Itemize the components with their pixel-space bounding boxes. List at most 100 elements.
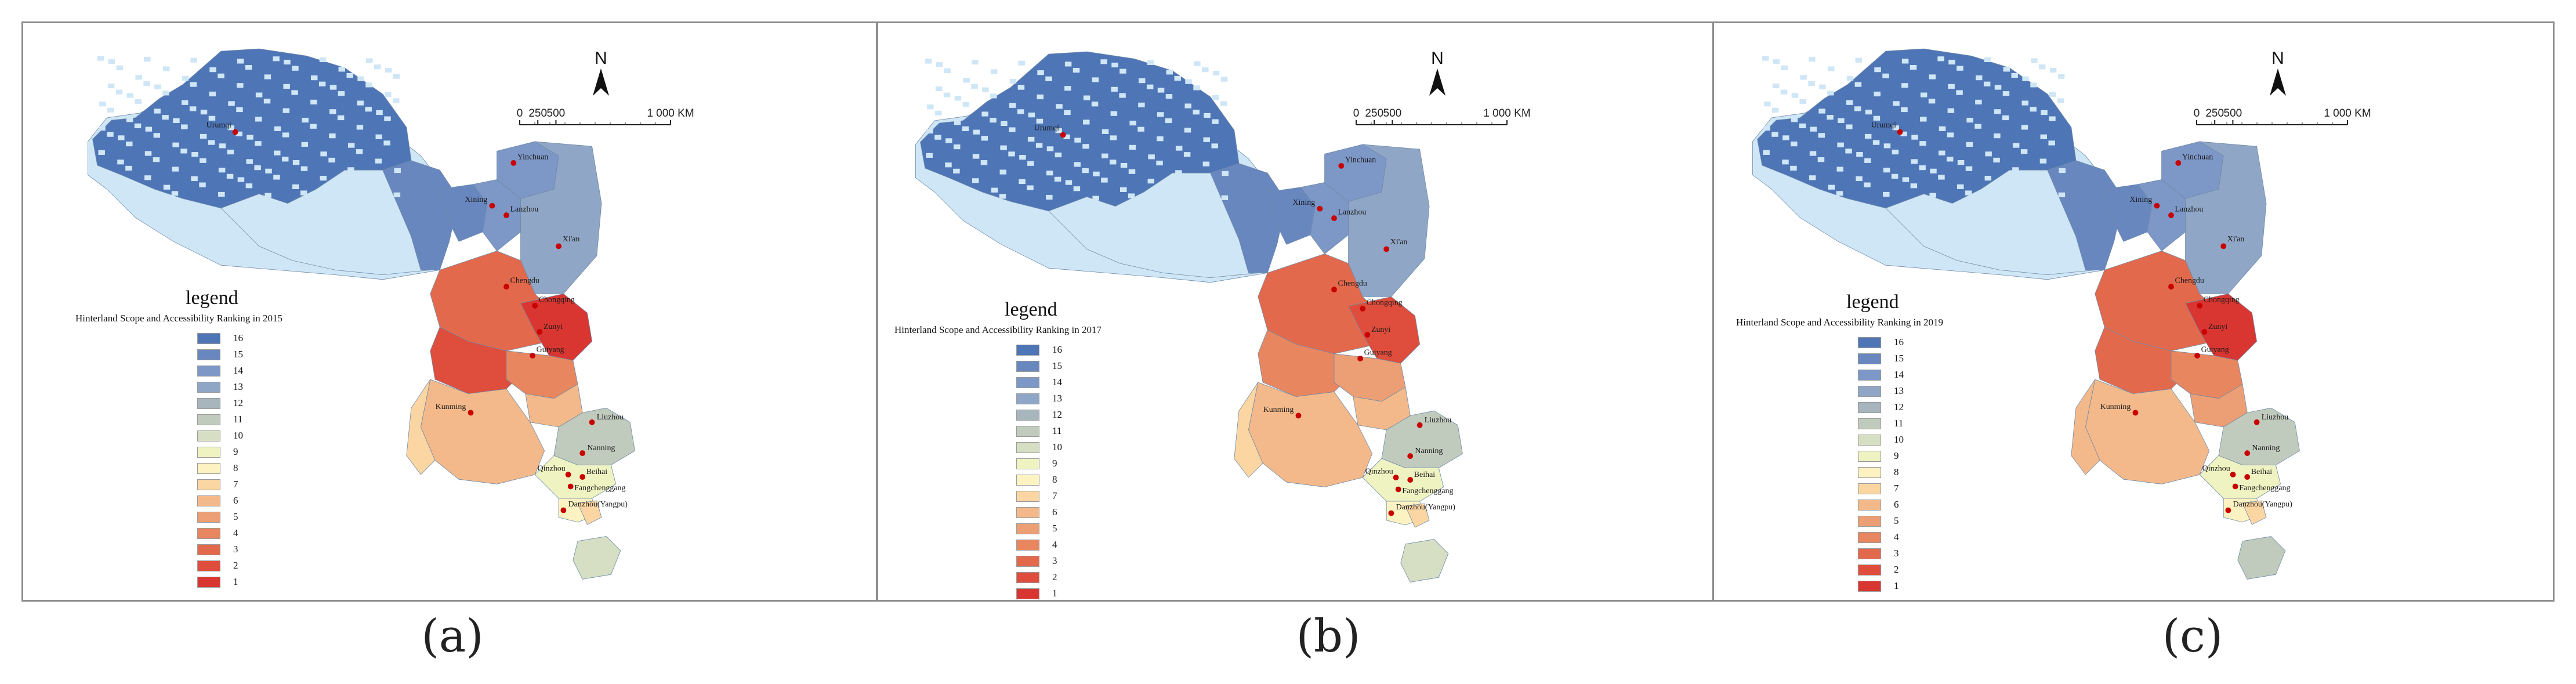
city-dot [1897, 129, 1903, 135]
raster-speckle [972, 154, 980, 159]
raster-speckle [2049, 67, 2057, 73]
raster-speckle [2039, 64, 2046, 70]
legend-row: 16 [197, 330, 243, 346]
city-dot [1395, 486, 1401, 493]
raster-speckle [1993, 157, 2000, 163]
raster-speckle [219, 143, 226, 149]
raster-speckle [1045, 76, 1052, 81]
raster-speckle [2041, 110, 2048, 115]
legend-row: 7 [1016, 488, 1062, 504]
raster-speckle [1120, 162, 1128, 168]
raster-speckle [281, 157, 289, 162]
raster-speckle [1928, 99, 1936, 104]
legend-swatch [197, 414, 220, 425]
city-label: Chengdu [510, 277, 539, 285]
raster-speckle [97, 56, 104, 61]
raster-speckle [98, 150, 105, 155]
legend-swatch [1858, 466, 1881, 478]
city-label: Danzhou(Yangpu) [2233, 500, 2293, 509]
city-label: Liuzhou [597, 413, 624, 422]
raster-speckle [1035, 143, 1043, 148]
raster-speckle [1111, 86, 1118, 92]
city-dot [2194, 353, 2201, 359]
raster-speckle [2058, 192, 2066, 197]
raster-speckle [1037, 94, 1044, 100]
legend-swatch [197, 462, 220, 474]
legend-label: 16 [1894, 336, 1904, 348]
raster-speckle [1966, 118, 1973, 123]
raster-speckle [126, 142, 133, 147]
city-label: Xining [465, 196, 487, 204]
legend-swatch [1858, 499, 1881, 511]
raster-speckle [1211, 143, 1218, 149]
raster-speckle [356, 125, 364, 130]
city-label: Lanzhou [1338, 208, 1367, 217]
raster-speckle [1092, 196, 1099, 201]
raster-speckle [1809, 57, 1816, 62]
raster-speckle [154, 108, 161, 114]
legend-swatch [1858, 385, 1881, 397]
legend-row: 3 [197, 541, 243, 558]
raster-speckle [1102, 129, 1109, 134]
raster-speckle [1763, 125, 1770, 131]
city-label: Nanning [587, 444, 615, 453]
raster-speckle [1827, 66, 1835, 71]
raster-speckle [301, 142, 309, 147]
raster-speckle [1911, 159, 1918, 164]
map-panel-3: Urumqi Yinchuan Xining Lanzhou Xi'an Chengdu C… [1712, 21, 2555, 602]
raster-speckle [954, 144, 961, 150]
legend-label: 1 [233, 576, 238, 587]
raster-speckle [1938, 175, 1945, 180]
raster-speckle [1119, 68, 1126, 74]
raster-speckle [191, 152, 198, 157]
raster-speckle [292, 160, 300, 165]
legend-swatch [197, 365, 220, 377]
raster-speckle [1101, 178, 1108, 183]
raster-speckle [265, 193, 271, 198]
raster-speckle [329, 85, 337, 90]
raster-speckle [1920, 92, 1928, 97]
city-dot [532, 302, 538, 309]
city-label: Danzhou(Yangpu) [568, 500, 628, 509]
legend-swatch [1858, 434, 1881, 446]
legend-row: 2 [1016, 569, 1062, 585]
raster-speckle [1017, 109, 1024, 114]
raster-speckle [107, 107, 114, 113]
raster-speckle [125, 165, 132, 171]
raster-speckle [190, 82, 197, 87]
raster-speckle [1194, 61, 1201, 66]
raster-speckle [1965, 166, 1973, 171]
scale-tick-label: 1 000 KM [1483, 107, 1530, 120]
raster-speckle [376, 110, 383, 115]
raster-speckle [218, 73, 224, 78]
raster-speckle [265, 168, 272, 173]
raster-speckle [143, 81, 150, 86]
raster-speckle [162, 91, 169, 96]
legend-row: 11 [1858, 415, 1904, 432]
legend-subtitle: Hinterland Scope and Accessibility Ranki… [1736, 317, 1943, 328]
raster-speckle [1965, 190, 1972, 196]
raster-speckle [1083, 120, 1090, 125]
raster-speckle [944, 68, 951, 73]
raster-speckle [182, 75, 189, 81]
raster-speckle [1992, 182, 1999, 187]
raster-speckle [935, 86, 943, 92]
city-dot [2175, 160, 2182, 166]
raster-speckle [273, 175, 280, 180]
legend-swatch [1016, 425, 1039, 437]
raster-speckle [1202, 161, 1210, 167]
raster-speckle [1800, 75, 1807, 80]
raster-speckle [1782, 135, 1789, 140]
raster-speckle [1790, 165, 1797, 171]
raster-speckle [311, 194, 318, 199]
raster-speckle [1919, 141, 1926, 146]
city-label: Urumqi [206, 121, 231, 129]
raster-speckle [339, 185, 346, 190]
raster-speckle [2039, 183, 2046, 188]
raster-speckle [1966, 142, 1973, 147]
raster-speckle [145, 126, 153, 132]
legend-label: 13 [1894, 385, 1904, 396]
raster-speckle [1046, 146, 1054, 151]
city-dot [1060, 132, 1066, 138]
city-dot [530, 353, 536, 359]
